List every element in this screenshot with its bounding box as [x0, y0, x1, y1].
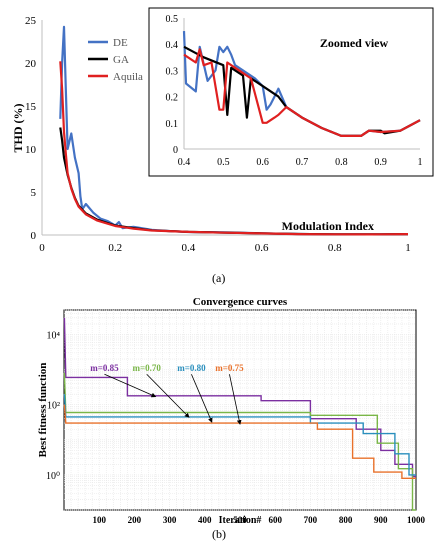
- conv-y-tick-label: 10⁴: [47, 331, 61, 342]
- conv-x-tick-label: 900: [374, 515, 388, 525]
- thd-x-tick-label: 0: [39, 242, 45, 254]
- zoom-y-tick-label: 0: [173, 145, 178, 156]
- thd-y-tick-label: 0: [31, 230, 37, 242]
- zoom-y-tick-label: 0.2: [166, 93, 179, 104]
- thd-annotation: Modulation Index: [282, 219, 374, 233]
- thd-x-tick-label: 1: [405, 242, 411, 254]
- zoom-x-tick-label: 0.5: [217, 157, 230, 168]
- panel-a-caption: (a): [212, 271, 226, 285]
- conv-y-label: Best fitness function: [37, 363, 49, 458]
- conv-label-arrow: [146, 373, 190, 418]
- conv-y-tick-label: 10⁰: [46, 471, 60, 482]
- panel-b-caption: (b): [212, 527, 226, 541]
- conv-series-m070: [63, 372, 416, 511]
- conv-x-tick-label: 500: [233, 515, 247, 525]
- conv-x-tick-label: 200: [128, 515, 142, 525]
- conv-series-m085: [63, 317, 416, 478]
- zoom-x-tick-label: 1: [418, 157, 423, 168]
- conv-label-arrow: [104, 373, 157, 398]
- zoom-y-tick-label: 0.3: [166, 66, 179, 77]
- legend-label-de: DE: [113, 37, 128, 49]
- conv-series-m075: [63, 404, 416, 479]
- conv-y-tick-label: 10²: [47, 401, 60, 412]
- zoom-y-tick-label: 0.5: [166, 14, 179, 25]
- conv-label-arrow: [229, 374, 242, 425]
- zoom-y-tick-label: 0.4: [166, 40, 179, 51]
- thd-x-tick-label: 0.6: [255, 242, 269, 254]
- thd-y-tick-label: 10: [25, 144, 37, 156]
- conv-x-tick-label: 300: [163, 515, 177, 525]
- thd-y-tick-label: 15: [25, 101, 37, 113]
- legend-label-ga: GA: [113, 54, 129, 66]
- zoom-series-aquila: [183, 48, 421, 137]
- thd-x-tick-label: 0.2: [108, 242, 122, 254]
- thd-series-aquila: [59, 61, 409, 236]
- conv-x-label: Iteration#: [219, 515, 262, 526]
- conv-series-m080: [63, 394, 416, 476]
- conv-series-label: m=0.70: [133, 363, 162, 373]
- conv-series-label: m=0.75: [215, 363, 244, 373]
- zoom-x-tick-label: 0.6: [256, 157, 269, 168]
- legend-label-aquila: Aquila: [113, 71, 143, 83]
- conv-title: Convergence curves: [193, 296, 288, 308]
- thd-legend: DE GA Aquila: [88, 37, 143, 83]
- conv-x-tick-label: 100: [92, 515, 106, 525]
- conv-series-label: m=0.85: [90, 363, 119, 373]
- conv-x-tick-label: 700: [304, 515, 318, 525]
- conv-x-tick-label: 1000: [407, 515, 426, 525]
- thd-y-label: THD (%): [11, 104, 25, 153]
- conv-x-tick-label: 800: [339, 515, 353, 525]
- thd-y-tick-label: 25: [25, 15, 37, 27]
- thd-x-tick-label: 0.8: [328, 242, 342, 254]
- zoom-title: Zoomed view: [320, 36, 389, 50]
- zoom-x-tick-label: 0.9: [374, 157, 387, 168]
- convergence-chart: 10⁰ 10² 10⁴ 100 200 300 400 500 600 700 800 900 100…: [37, 296, 426, 526]
- thd-y-tick-label: 5: [31, 187, 37, 199]
- zoom-x-tick-label: 0.7: [296, 157, 309, 168]
- thd-chart: 0 5 10 15 20 25 0 0.2 0.4 0.6 0.8 1 THD (%) Modula…: [11, 15, 411, 254]
- conv-label-arrow: [191, 374, 213, 423]
- zoom-x-tick-label: 0.8: [335, 157, 348, 168]
- conv-x-tick-label: 600: [268, 515, 282, 525]
- zoom-inset: 0 0.1 0.2 0.3 0.4 0.5 0.4 0.5 0.6 0.7 0.8 0.9 1 Zoo…: [148, 7, 434, 177]
- conv-x-tick-label: 400: [198, 515, 212, 525]
- thd-y-tick-label: 20: [25, 58, 37, 70]
- zoom-frame: [148, 7, 434, 177]
- thd-x-tick-label: 0.4: [182, 242, 196, 254]
- conv-series-label: m=0.80: [177, 363, 206, 373]
- zoom-x-tick-label: 0.4: [178, 157, 191, 168]
- zoom-y-tick-label: 0.1: [166, 119, 179, 130]
